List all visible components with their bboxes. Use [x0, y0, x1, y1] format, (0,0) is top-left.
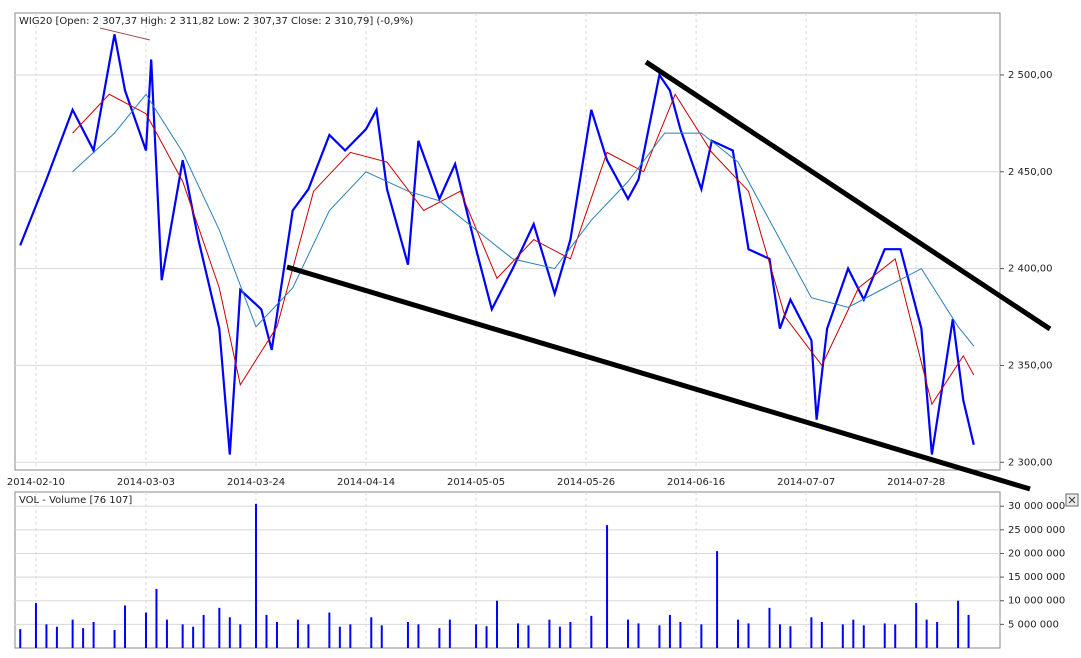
x-tick-label: 2014-05-05 [447, 477, 505, 488]
price-legend: WIG20 [Open: 2 307,37 High: 2 311,82 Low… [19, 16, 413, 27]
volume-bar [957, 600, 960, 648]
volume-bar [936, 622, 939, 648]
x-tick-label: 2014-05-26 [557, 477, 615, 488]
volume-bar [34, 603, 37, 648]
y-tick-label: 2 300,00 [1008, 457, 1053, 468]
x-tick-label: 2014-02-10 [7, 477, 65, 488]
volume-bar [55, 626, 58, 648]
y-tick-label: 2 500,00 [1008, 70, 1053, 81]
x-tick-label: 2014-06-16 [667, 477, 725, 488]
price-panel [14, 12, 1001, 471]
volume-bar [778, 624, 781, 648]
x-tick-label: 2014-03-24 [227, 477, 285, 488]
volume-bar [967, 614, 970, 648]
y-tick-label: 2 450,00 [1008, 167, 1053, 178]
volume-bar [768, 607, 771, 648]
volume-bar [569, 622, 572, 648]
volume-bar [516, 623, 519, 648]
volume-bar [144, 612, 147, 648]
volume-bar [716, 551, 719, 648]
y-tick-label: 15 000 000 [1008, 572, 1065, 583]
x-tick-label: 2014-07-07 [777, 477, 835, 488]
volume-bar [606, 525, 609, 648]
x-tick-label: 2014-04-14 [337, 477, 395, 488]
volume-bar [45, 624, 48, 648]
volume-bar [19, 629, 22, 648]
volume-bar [218, 607, 221, 648]
volume-bar [370, 617, 373, 648]
y-tick-label: 25 000 000 [1008, 525, 1065, 536]
volume-bar [328, 612, 331, 648]
y-tick-label: 30 000 000 [1008, 501, 1065, 512]
volume-bar [862, 625, 865, 648]
volume-bar [71, 619, 74, 648]
volume-bar [558, 626, 561, 648]
volume-bar [485, 626, 488, 648]
volume-legend: VOL - Volume [76 107] [19, 495, 132, 506]
volume-bar [82, 628, 85, 648]
volume-bar [496, 600, 499, 648]
volume-bar [700, 624, 703, 648]
volume-bar [417, 624, 420, 648]
volume-bar [202, 614, 205, 648]
volume-bar [275, 622, 278, 648]
volume-bar [852, 619, 855, 648]
volume-bar [155, 588, 158, 648]
volume-bar [925, 619, 928, 648]
volume-bar [527, 625, 530, 648]
volume-bar [380, 625, 383, 648]
x-tick-label: 2014-07-28 [887, 477, 945, 488]
volume-bar [113, 630, 116, 648]
volume-bar [894, 624, 897, 648]
volume-bar [789, 626, 792, 648]
volume-bar [296, 619, 299, 648]
y-tick-label: 2 350,00 [1008, 360, 1053, 371]
volume-bar [658, 625, 661, 648]
volume-bar [338, 626, 341, 648]
y-tick-label: 20 000 000 [1008, 548, 1065, 559]
trend-line-lower [286, 264, 1031, 492]
volume-bar [810, 617, 813, 648]
volume-bar [181, 624, 184, 648]
close-icon [1068, 496, 1076, 504]
volume-bar [265, 614, 268, 648]
volume-bar [637, 623, 640, 648]
volume-bar [883, 623, 886, 648]
y-tick-label: 5 000 000 [1008, 619, 1059, 630]
volume-bar [307, 624, 310, 648]
y-tick-label: 10 000 000 [1008, 596, 1065, 607]
volume-bar [438, 628, 441, 648]
volume-bar [124, 605, 127, 648]
volume-bar [590, 615, 593, 648]
series-line [72, 93, 975, 406]
series-line [72, 93, 975, 347]
volume-bar [192, 626, 195, 648]
y-tick-label: 2 400,00 [1008, 264, 1053, 275]
x-tick-label: 2014-03-03 [117, 477, 175, 488]
volume-bar [349, 624, 352, 648]
volume-bar [92, 622, 95, 648]
volume-bar [747, 623, 750, 648]
content: 2 300,00 2 350,00 2 400,00 2 450,00 2 500,00… [7, 13, 1065, 648]
drawn-line [99, 27, 151, 41]
volume-bar [475, 624, 478, 648]
volume-bar [228, 617, 231, 648]
volume-bar [668, 614, 671, 648]
volume-bar [239, 624, 242, 648]
volume-bar [548, 619, 551, 648]
trend-line-upper [644, 59, 1052, 332]
volume-bar [406, 622, 409, 648]
volume-bar [448, 619, 451, 648]
volume-bar [255, 503, 258, 648]
volume-bar [737, 619, 740, 648]
volume-bar [679, 622, 682, 648]
volume-bar [841, 624, 844, 648]
volume-panel [14, 491, 1001, 649]
volume-bar [627, 619, 630, 648]
volume-bar [820, 622, 823, 648]
volume-bar [915, 603, 918, 648]
volume-bar [165, 619, 168, 648]
